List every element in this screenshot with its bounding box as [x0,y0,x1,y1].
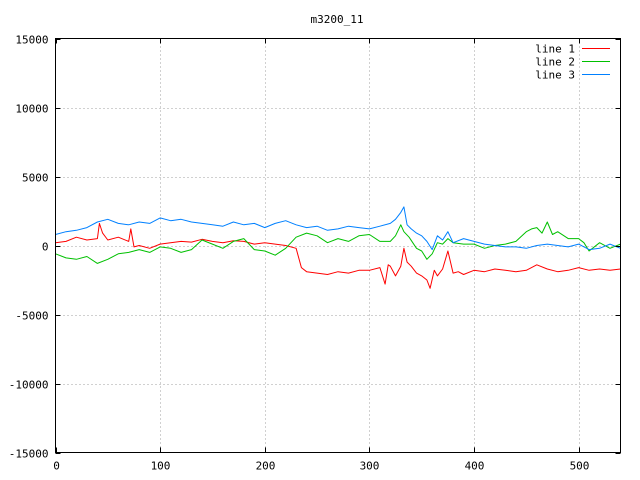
y-tick-label: -10000 [9,379,49,392]
y-tick-label: -5000 [15,310,48,323]
series-lines [55,206,621,289]
x-tick-label: 500 [570,460,590,473]
legend-label-1: line 1 [535,43,575,56]
legend-label-3: line 3 [535,69,575,82]
series-line-3 [55,206,621,251]
y-tick-label: 15000 [15,34,48,47]
x-tick-label: 100 [151,460,171,473]
x-tick-label: 0 [53,460,60,473]
series-line-2 [55,221,621,264]
legend-label-2: line 2 [535,56,575,69]
series-line-1 [55,222,621,289]
x-tick-label: 400 [465,460,485,473]
chart-title: m3200_11 [311,13,364,26]
axis-ticks: 0 100 200 300 400 500 -15000 -10000 -5000 0 5000 10… [9,34,621,473]
x-tick-label: 200 [256,460,276,473]
x-tick-label: 300 [360,460,380,473]
grid [55,38,621,453]
y-tick-label: -15000 [9,448,49,461]
y-tick-label: 0 [42,241,49,254]
y-tick-label: 5000 [22,172,49,185]
plot-frame [55,38,621,453]
y-tick-label: 10000 [15,103,48,116]
